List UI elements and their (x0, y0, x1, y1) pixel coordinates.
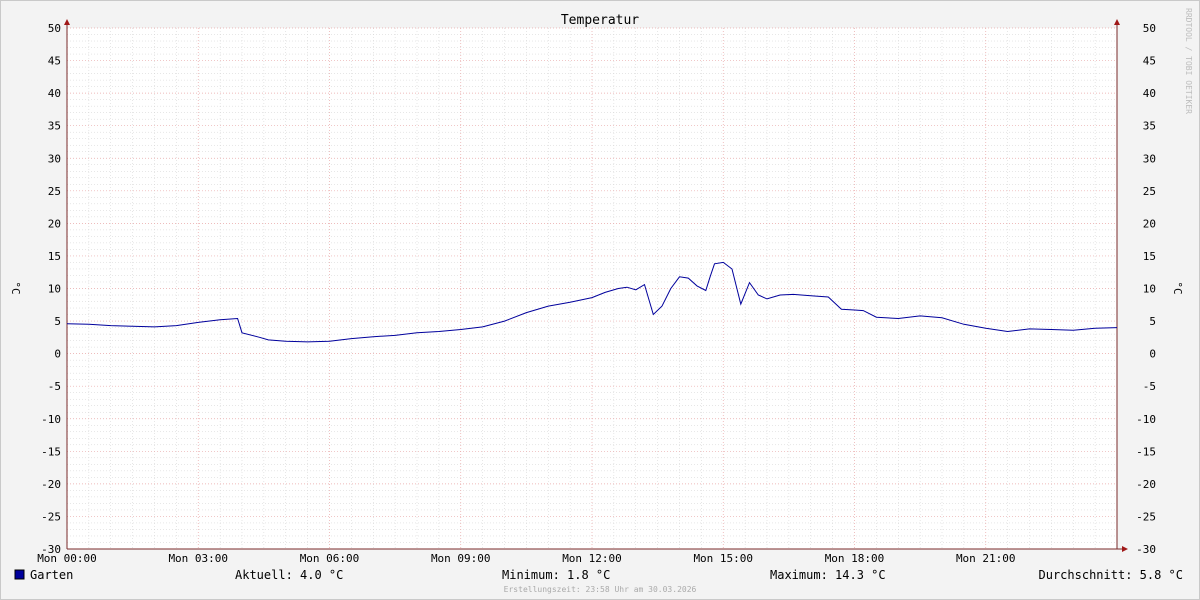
y-tick-label-right: -5 (1143, 380, 1156, 393)
y-tick-label-left: 30 (48, 152, 61, 165)
y-tick-label-left: 0 (54, 348, 61, 361)
y-tick-label-right: 40 (1143, 87, 1156, 100)
y-tick-label-right: 5 (1149, 315, 1156, 328)
y-tick-label-left: 20 (48, 217, 61, 230)
legend-current: Aktuell: 4.0 °C (235, 568, 343, 582)
creation-time: Erstellungszeit: 23:58 Uhr am 30.03.2026 (504, 585, 697, 594)
y-axis-arrow-right (1114, 19, 1120, 25)
y-tick-label-left: -10 (41, 413, 61, 426)
y-tick-label-right: -10 (1136, 413, 1156, 426)
y-tick-label-left: -25 (41, 510, 61, 523)
y-tick-label-right: 50 (1143, 22, 1156, 35)
y-tick-label-right: 20 (1143, 217, 1156, 230)
watermark: RRDTOOL / TOBI OETIKER (1184, 8, 1193, 114)
y-tick-label-right: 45 (1143, 55, 1156, 68)
y-tick-label-left: -5 (48, 380, 61, 393)
legend-series-label: Garten (30, 568, 73, 582)
x-tick-label: Mon 18:00 (825, 552, 885, 565)
y-tick-label-left: 5 (54, 315, 61, 328)
y-tick-label-left: 10 (48, 283, 61, 296)
x-tick-label: Mon 03:00 (168, 552, 228, 565)
y-tick-label-left: 50 (48, 22, 61, 35)
x-tick-label: Mon 12:00 (562, 552, 622, 565)
legend-average: Durchschnitt: 5.8 °C (1039, 568, 1184, 582)
y-axis-label-right: °C (1171, 281, 1184, 294)
y-tick-label-left: 15 (48, 250, 61, 263)
y-tick-label-right: 25 (1143, 185, 1156, 198)
x-tick-label: Mon 15:00 (693, 552, 753, 565)
y-tick-label-right: 10 (1143, 283, 1156, 296)
y-axis-label-left: °C (9, 281, 22, 294)
y-tick-label-left: 25 (48, 185, 61, 198)
x-axis-arrow (1122, 546, 1128, 552)
series-line-garten (66, 261, 1118, 343)
y-tick-label-right: 15 (1143, 250, 1156, 263)
y-axis-arrow-left (64, 19, 70, 25)
y-tick-label-left: -30 (41, 543, 61, 556)
x-tick-label: Mon 06:00 (300, 552, 360, 565)
x-tick-label: Mon 09:00 (431, 552, 491, 565)
y-tick-label-right: 35 (1143, 120, 1156, 133)
chart-title: Temperatur (561, 13, 639, 28)
y-tick-label-right: 30 (1143, 152, 1156, 165)
y-tick-label-left: 40 (48, 87, 61, 100)
y-tick-label-right: -15 (1136, 445, 1156, 458)
y-tick-label-left: 45 (48, 55, 61, 68)
x-tick-label: Mon 21:00 (956, 552, 1016, 565)
y-tick-label-right: -30 (1136, 543, 1156, 556)
x-tick-labels: Mon 00:00 Mon 03:00 Mon 06:00 Mon 09:00 Mon … (37, 552, 1015, 565)
y-tick-label-left: 35 (48, 120, 61, 133)
chart-grid (66, 27, 1118, 550)
legend-minimum: Minimum: 1.8 °C (502, 568, 610, 582)
legend-maximum: Maximum: 14.3 °C (770, 568, 886, 582)
y-tick-label-right: 0 (1149, 348, 1156, 361)
y-tick-label-right: -25 (1136, 510, 1156, 523)
y-tick-label-left: -20 (41, 478, 61, 491)
y-tick-label-left: -15 (41, 445, 61, 458)
x-tick-label: Mon 00:00 (37, 552, 97, 565)
chart-axes (64, 19, 1128, 552)
y-tick-label-right: -20 (1136, 478, 1156, 491)
legend-swatch-garten (14, 569, 25, 580)
